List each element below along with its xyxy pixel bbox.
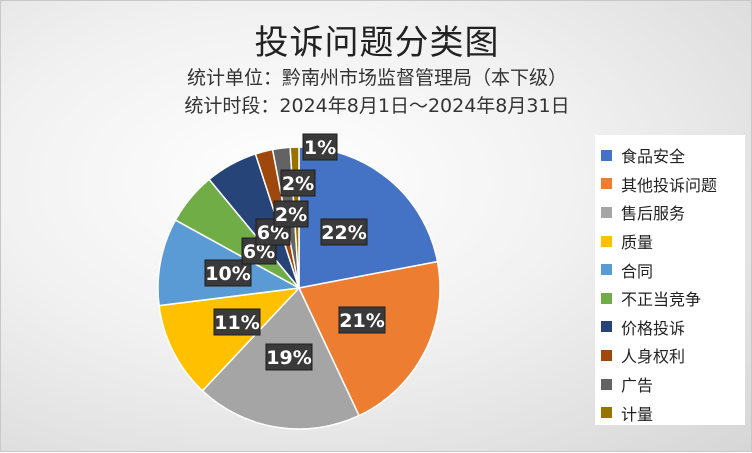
legend-label: 其他投诉问题 <box>621 175 718 195</box>
data-label-text: 1% <box>304 137 336 159</box>
legend-swatch <box>601 178 612 190</box>
pie-slice-2 <box>297 260 441 417</box>
data-label-text: 10% <box>205 263 250 285</box>
legend-item: 不正当竞争 <box>601 284 745 313</box>
legend-label: 广告 <box>621 376 654 396</box>
legend-item: 广告 <box>601 370 745 399</box>
legend-item: 价格投诉 <box>601 313 745 342</box>
pie-data-labels: 22%21%19%11%10%6%6%2%2%1% <box>204 133 386 371</box>
legend-swatch <box>601 407 612 419</box>
data-label-3: 19% <box>265 343 313 371</box>
legend-swatch <box>601 235 612 247</box>
chart-subtitle-period: 统计时段：2024年8月1日～2024年8月31日 <box>184 95 570 117</box>
legend-item: 人身权利 <box>601 341 745 370</box>
data-label-text: 6% <box>243 241 275 263</box>
chart-subtitle-unit: 统计单位：黔南州市场监督管理局（本下级） <box>186 67 567 89</box>
legend-label: 合同 <box>621 261 654 281</box>
data-label-2: 21% <box>338 306 386 334</box>
legend-item: 售后服务 <box>601 198 745 227</box>
data-label-text: 21% <box>339 310 384 332</box>
legend-item: 质量 <box>601 227 745 256</box>
legend-item: 计量 <box>601 398 745 427</box>
legend-label: 质量 <box>621 233 654 253</box>
data-label-text: 19% <box>266 347 311 369</box>
legend-label: 售后服务 <box>621 204 686 224</box>
data-label-8: 2% <box>273 200 309 228</box>
legend-label: 计量 <box>621 404 654 424</box>
legend-label: 食品安全 <box>621 147 686 167</box>
legend-swatch <box>601 321 612 333</box>
legend-label: 人身权利 <box>621 347 686 367</box>
legend-label: 不正当竞争 <box>621 290 702 310</box>
legend-swatch <box>601 349 612 361</box>
legend-item: 其他投诉问题 <box>601 170 745 199</box>
legend-swatch <box>601 378 612 390</box>
data-label-text: 22% <box>321 222 366 244</box>
chart-title: 投诉问题分类图 <box>254 23 500 63</box>
data-label-10: 1% <box>302 133 338 161</box>
data-label-text: 2% <box>275 204 307 226</box>
data-label-text: 11% <box>214 312 259 334</box>
data-label-text: 2% <box>282 173 314 195</box>
legend-swatch <box>601 149 612 161</box>
chart-legend: 食品安全其他投诉问题 售后服务质量合同不正当竞争价格投诉人身权利广告计量 <box>595 135 745 425</box>
legend-item: 合同 <box>601 255 745 284</box>
legend-item: 食品安全 <box>601 141 745 170</box>
legend-label: 价格投诉 <box>621 318 686 338</box>
legend-swatch <box>601 264 612 276</box>
data-label-9: 2% <box>280 169 316 197</box>
pie-slice-4 <box>158 286 301 392</box>
legend-swatch <box>601 292 612 304</box>
legend-swatch <box>601 206 612 218</box>
data-label-4: 11% <box>213 308 261 336</box>
data-label-1: 22% <box>320 218 368 246</box>
